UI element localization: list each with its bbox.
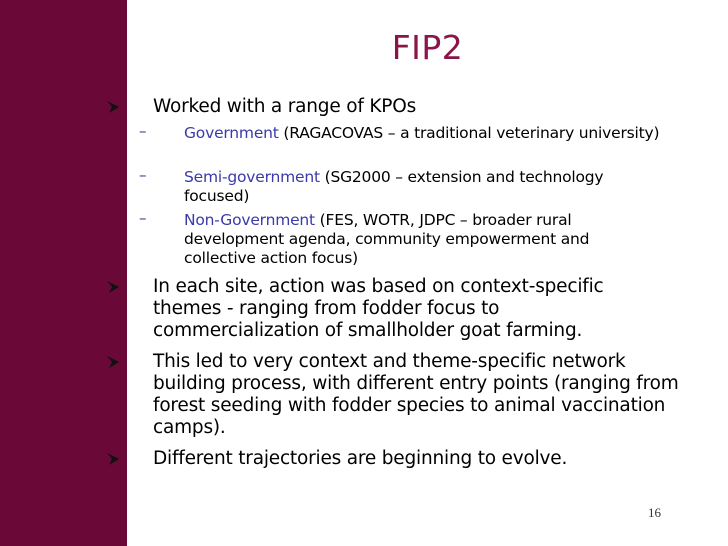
sub-bullet-non-government: Non-Government (FES, WOTR, JDPC – broade… [184, 211, 654, 268]
sub-label: Semi-government [184, 168, 320, 186]
sub-bullet-government: Government (RAGACOVAS – a traditional ve… [184, 124, 664, 143]
dash-bullet: – [139, 209, 147, 227]
bullet-2: In each site, action was based on contex… [153, 276, 604, 341]
sub-text: (FES, WOTR, JDPC – broader rural develop… [184, 211, 590, 267]
sub-label: Government [184, 124, 279, 142]
sub-bullet-semi-government: Semi-government (SG2000 – extension and … [184, 168, 664, 206]
arrow-bullet-icon [107, 453, 119, 465]
bullet-3: This led to very context and theme-speci… [153, 351, 679, 438]
sub-text: (SG2000 – extension and technology focus… [184, 168, 604, 205]
dash-bullet: – [139, 166, 147, 184]
bullet-1: Worked with a range of KPOs [153, 96, 417, 117]
dash-bullet: – [139, 122, 147, 140]
slide-title: FIP2 [391, 28, 464, 67]
arrow-bullet-icon [107, 281, 119, 293]
sub-text: (RAGACOVAS – a traditional veterinary un… [278, 124, 660, 142]
sub-label: Non-Government [184, 211, 315, 229]
sidebar-band [0, 0, 127, 546]
arrow-bullet-icon [107, 356, 119, 368]
arrow-bullet-icon [107, 101, 119, 113]
page-number: 16 [648, 505, 661, 520]
bullet-4: Different trajectories are beginning to … [153, 448, 568, 469]
